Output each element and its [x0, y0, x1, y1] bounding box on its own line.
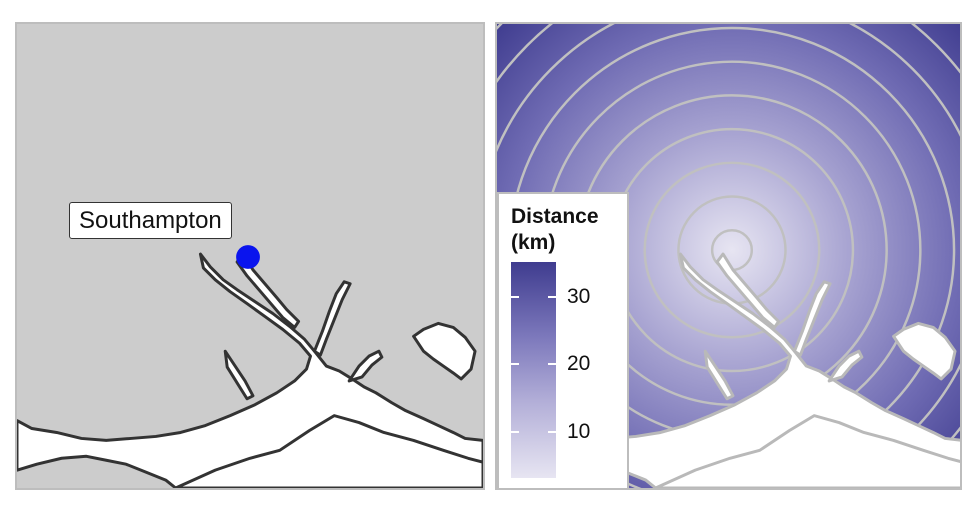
left-map-panel: Southampton: [15, 22, 485, 490]
legend-tick-30: 30: [567, 285, 591, 308]
tick-mark-10: [511, 431, 519, 433]
tick-mark-10-right: [548, 431, 556, 433]
water-body: [497, 252, 960, 488]
water-shape: [312, 280, 352, 357]
water-shape: [715, 252, 781, 329]
legend-tick-10: 10: [567, 420, 591, 443]
water-shape: [174, 414, 483, 488]
distance-contour-line: [643, 161, 821, 339]
water-shape: [827, 349, 864, 383]
tick-mark-20-right: [548, 363, 556, 365]
water-shape: [792, 280, 832, 357]
legend-title-line1: Distance: [511, 205, 599, 228]
right-distance-map-panel: Distance (km) 30 20 10: [495, 22, 962, 490]
water-shape: [235, 252, 301, 329]
water-shape: [654, 414, 960, 488]
water-shape: [347, 349, 384, 383]
tick-mark-30: [511, 296, 519, 298]
legend-color-bar: [511, 262, 556, 478]
distance-legend: Distance (km) 30 20 10: [497, 192, 629, 488]
city-label-southampton[interactable]: Southampton: [69, 202, 232, 239]
water-shape: [412, 321, 477, 381]
legend-tick-20: 20: [567, 352, 591, 375]
water-body: [17, 252, 483, 488]
tick-mark-30-right: [548, 296, 556, 298]
water-shape: [892, 321, 957, 381]
tick-mark-20: [511, 363, 519, 365]
legend-title-line2: (km): [511, 231, 556, 254]
water-shape: [703, 349, 735, 401]
water-shape: [223, 349, 255, 401]
legend-title: Distance (km): [511, 204, 599, 256]
city-point[interactable]: [236, 245, 260, 269]
left-map-svg: [17, 24, 483, 488]
